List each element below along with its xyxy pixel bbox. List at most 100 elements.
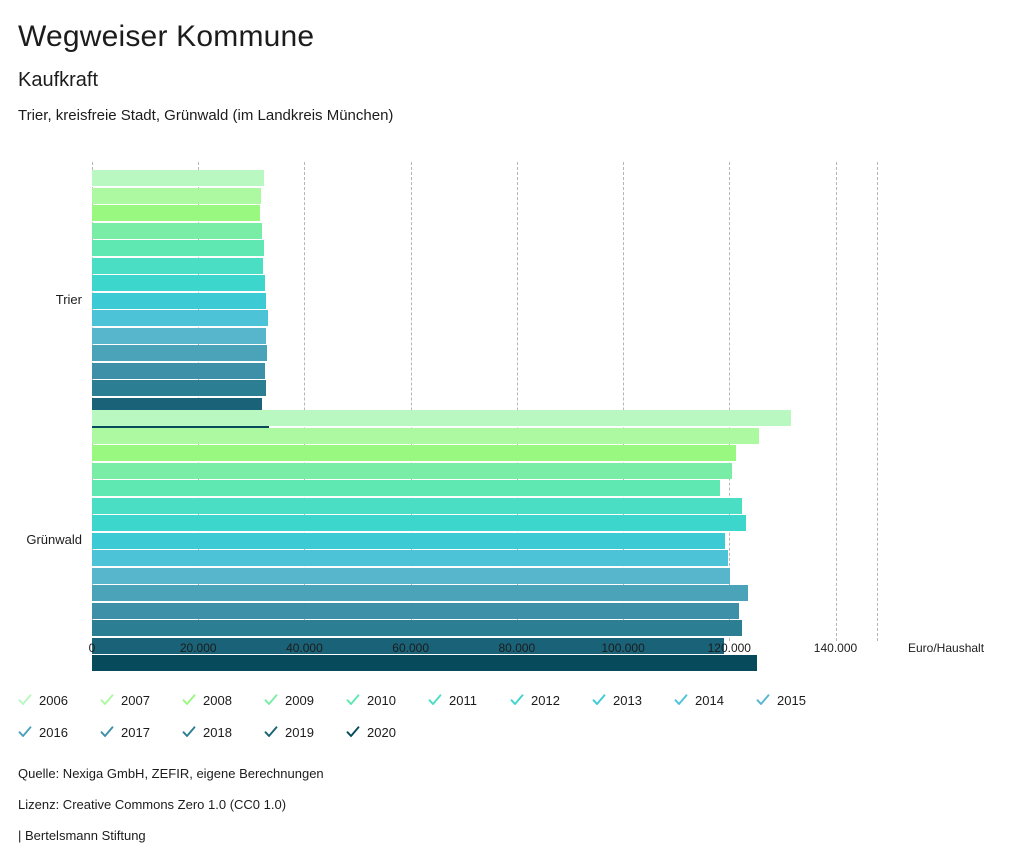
bar-2015[interactable] — [92, 327, 267, 344]
x-tick-label: 40.000 — [286, 641, 323, 655]
legend-item-2012[interactable]: 2012 — [510, 693, 592, 708]
legend-item-2010[interactable]: 2010 — [346, 693, 428, 708]
bar-2012[interactable] — [92, 275, 265, 291]
bar-group-trier — [92, 170, 878, 433]
check-icon — [264, 693, 278, 707]
x-tick-label: 120.000 — [707, 641, 751, 655]
bar-2007[interactable] — [92, 427, 760, 444]
bar-row — [92, 480, 878, 496]
legend-item-2006[interactable]: 2006 — [18, 693, 100, 708]
legend-label: 2018 — [203, 724, 232, 740]
bar-row — [92, 497, 878, 514]
legend-item-2014[interactable]: 2014 — [674, 693, 756, 708]
x-tick-label: 80.000 — [498, 641, 536, 655]
bar-2016[interactable] — [92, 345, 267, 361]
bar-2009[interactable] — [92, 222, 263, 239]
category-label-trier: Trier — [55, 292, 82, 308]
legend-item-2017[interactable]: 2017 — [100, 725, 182, 740]
check-icon — [264, 725, 278, 739]
legend-item-2020[interactable]: 2020 — [346, 725, 428, 740]
bar-row — [92, 275, 878, 291]
legend-label: 2017 — [121, 724, 150, 740]
legend-label: 2009 — [285, 692, 314, 708]
check-icon — [182, 693, 196, 707]
legend-row: 2006 2007 2008 2009 2010 2011 2012 2013 2014 2015 — [18, 684, 1008, 716]
bar-2018[interactable] — [92, 620, 742, 636]
legend-label: 2014 — [695, 692, 724, 708]
bar-2011[interactable] — [92, 497, 743, 514]
check-icon — [18, 725, 32, 739]
bar-2017[interactable] — [92, 602, 739, 619]
bar-2011[interactable] — [92, 257, 263, 274]
bar-row — [92, 550, 878, 566]
legend-item-2007[interactable]: 2007 — [100, 693, 182, 708]
bar-row — [92, 187, 878, 204]
legend-item-2013[interactable]: 2013 — [592, 693, 674, 708]
bar-2017[interactable] — [92, 362, 266, 379]
bar-2006[interactable] — [92, 410, 791, 426]
legend-label: 2012 — [531, 692, 560, 708]
bar-row — [92, 585, 878, 601]
bar-2007[interactable] — [92, 187, 262, 204]
check-icon — [674, 693, 688, 707]
check-icon — [346, 725, 360, 739]
legend-label: 2019 — [285, 724, 314, 740]
legend-item-2019[interactable]: 2019 — [264, 725, 346, 740]
bar-row — [92, 310, 878, 326]
legend-label: 2013 — [613, 692, 642, 708]
legend-item-2018[interactable]: 2018 — [182, 725, 264, 740]
bar-row — [92, 240, 878, 256]
legend-item-2011[interactable]: 2011 — [428, 693, 510, 708]
gridline — [877, 162, 878, 641]
legend-item-2008[interactable]: 2008 — [182, 693, 264, 708]
bar-2019[interactable] — [92, 637, 724, 654]
check-icon — [428, 693, 442, 707]
bar-chart: Trier Grünwald Euro/Haushalt 0 20.000 40.00… — [0, 152, 1024, 671]
bar-2013[interactable] — [92, 532, 725, 549]
bar-2016[interactable] — [92, 585, 749, 601]
legend-item-2015[interactable]: 2015 — [756, 693, 838, 708]
gridline — [623, 162, 625, 641]
bar-2008[interactable] — [92, 445, 737, 461]
footer-line: Quelle: Nexiga GmbH, ZEFIR, eigene Berec… — [18, 766, 324, 781]
check-icon — [100, 693, 114, 707]
bar-2013[interactable] — [92, 292, 266, 309]
bar-row — [92, 462, 878, 479]
bar-row — [92, 602, 878, 619]
footer-line: | Bertelsmann Stiftung — [18, 828, 146, 843]
bar-2008[interactable] — [92, 205, 260, 221]
bar-2010[interactable] — [92, 480, 721, 496]
bar-2018[interactable] — [92, 380, 267, 396]
bar-2019[interactable] — [92, 397, 263, 414]
legend-label: 2010 — [367, 692, 396, 708]
page-title: Wegweiser Kommune — [18, 20, 315, 53]
x-axis: Euro/Haushalt 0 20.000 40.000 60.000 80.000 1… — [0, 641, 1024, 665]
bar-row — [92, 292, 878, 309]
legend-item-2016[interactable]: 2016 — [18, 725, 100, 740]
bar-2014[interactable] — [92, 550, 729, 566]
bar-row — [92, 410, 878, 426]
legend-label: 2016 — [39, 724, 68, 740]
bar-2014[interactable] — [92, 310, 269, 326]
bar-row — [92, 397, 878, 414]
check-icon — [182, 725, 196, 739]
bar-2010[interactable] — [92, 240, 264, 256]
check-icon — [100, 725, 114, 739]
category-label-grünwald: Grünwald — [26, 532, 82, 548]
footer: Quelle: Nexiga GmbH, ZEFIR, eigene Berec… — [18, 758, 818, 851]
legend-item-2009[interactable]: 2009 — [264, 693, 346, 708]
chart-subtitle: Kaufkraft — [18, 69, 99, 91]
x-tick-label: 20.000 — [179, 641, 217, 655]
bar-2012[interactable] — [92, 515, 747, 531]
check-icon — [756, 693, 770, 707]
bar-2020[interactable] — [92, 655, 758, 671]
bar-2009[interactable] — [92, 462, 733, 479]
bar-2015[interactable] — [92, 567, 731, 584]
legend-row: 2016 2017 2018 2019 2020 — [18, 716, 1008, 748]
bar-2006[interactable] — [92, 170, 265, 186]
bar-row — [92, 205, 878, 221]
legend-label: 2020 — [367, 724, 396, 740]
x-tick-label: 100.000 — [601, 641, 645, 655]
gridline — [516, 162, 518, 641]
